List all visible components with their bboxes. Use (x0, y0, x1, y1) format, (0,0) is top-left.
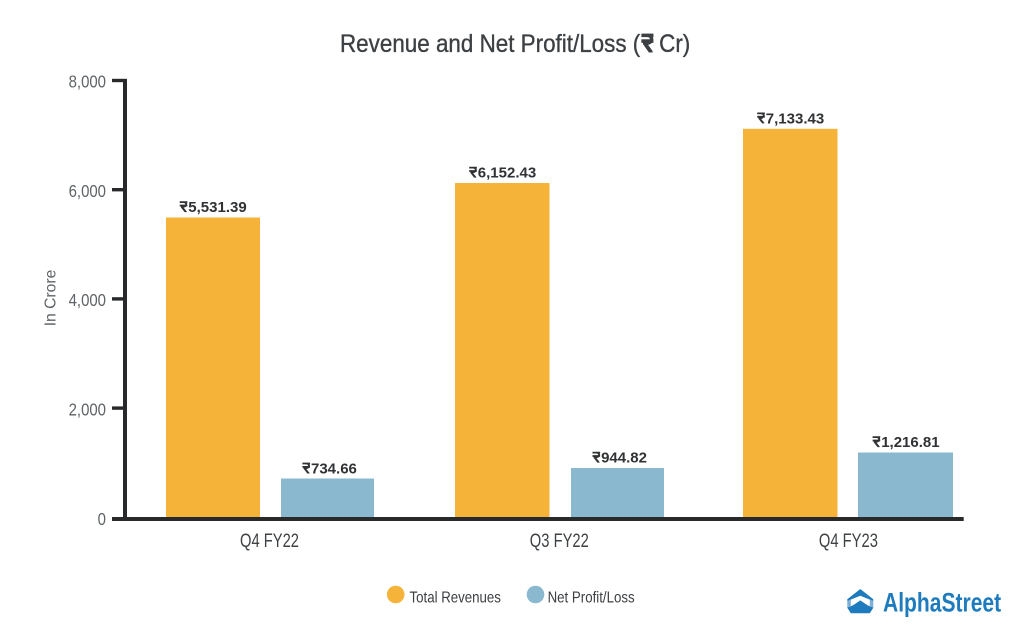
svg-text:4,000: 4,000 (69, 291, 106, 310)
svg-text:8,000: 8,000 (69, 73, 106, 92)
svg-text:Revenue and Net Profit/Loss (: Revenue and Net Profit/Loss ( (340, 31, 640, 58)
svg-text:2,000: 2,000 (69, 400, 106, 419)
svg-text:Q4 FY23: Q4 FY23 (819, 530, 878, 551)
svg-text:7,133.43: 7,133.43 (766, 110, 824, 127)
svg-text:Q3 FY22: Q3 FY22 (530, 530, 589, 551)
svg-text:6,000: 6,000 (69, 182, 106, 201)
svg-text:In Crore: In Crore (42, 270, 59, 327)
svg-text:Total Revenues: Total Revenues (410, 590, 501, 607)
svg-text:734.66: 734.66 (311, 461, 357, 478)
svg-text:AlphaStreet: AlphaStreet (883, 588, 1001, 618)
svg-text:5,531.39: 5,531.39 (188, 199, 246, 216)
svg-text:Cr): Cr) (659, 31, 690, 58)
svg-text:1,216.81: 1,216.81 (881, 434, 939, 451)
svg-text:0: 0 (98, 510, 106, 529)
svg-text:944.82: 944.82 (601, 450, 647, 467)
svg-text:Net Profit/Loss: Net Profit/Loss (548, 590, 635, 607)
svg-text:Q4 FY22: Q4 FY22 (240, 530, 299, 551)
svg-text:6,152.43: 6,152.43 (478, 165, 536, 182)
